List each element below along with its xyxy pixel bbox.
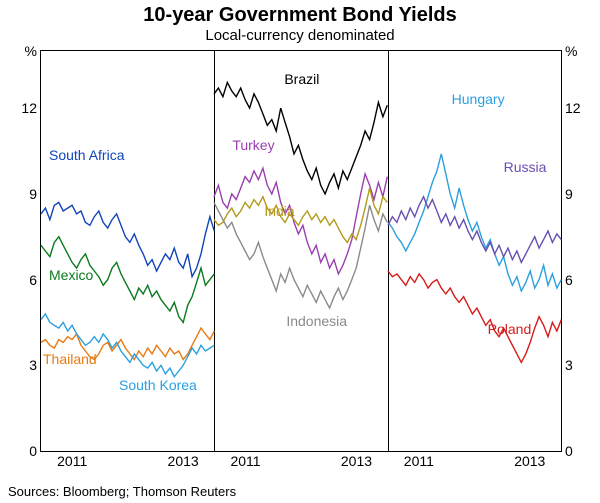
ytick-right: 6 <box>561 272 573 288</box>
xtick: 2013 <box>514 451 545 469</box>
panel: 20112013HungaryRussiaPoland <box>388 51 561 451</box>
series-label: Russia <box>504 159 547 175</box>
series-indonesia <box>214 202 387 308</box>
plot-area: 003366991212%%20112013South AfricaMexico… <box>40 50 562 452</box>
series-south-africa <box>41 202 214 276</box>
bond-yields-chart: { "title": "10-year Government Bond Yiel… <box>0 0 600 503</box>
series-poland <box>388 271 561 362</box>
series-south-korea <box>41 314 214 377</box>
ytick-left: 3 <box>29 357 41 373</box>
series-russia <box>388 197 561 263</box>
series-label: Indonesia <box>286 313 347 329</box>
series-label: Thailand <box>43 351 97 367</box>
ytick-left: 6 <box>29 272 41 288</box>
panel: 20112013BrazilTurkeyIndiaIndonesia <box>214 51 388 451</box>
series-label: Mexico <box>49 267 93 283</box>
series-svg <box>214 51 387 451</box>
series-india <box>214 188 387 242</box>
series-label: Poland <box>488 321 532 337</box>
series-label: Hungary <box>452 91 505 107</box>
series-label: South Africa <box>49 147 125 163</box>
xtick: 2011 <box>230 451 260 469</box>
chart-title: 10-year Government Bond Yields <box>0 0 600 27</box>
series-label: Brazil <box>284 71 319 87</box>
ytick-right: 0 <box>561 443 573 459</box>
xtick: 2013 <box>341 451 372 469</box>
series-label: Turkey <box>232 137 274 153</box>
xtick: 2013 <box>168 451 199 469</box>
panel: 20112013South AfricaMexicoThailandSouth … <box>41 51 215 451</box>
ytick-left: 0 <box>29 443 41 459</box>
yunit-right: % <box>561 43 577 59</box>
ytick-left: 9 <box>29 186 41 202</box>
ytick-right: 9 <box>561 186 573 202</box>
xtick: 2011 <box>404 451 434 469</box>
xtick: 2011 <box>57 451 87 469</box>
ytick-right: 3 <box>561 357 573 373</box>
series-label: India <box>264 203 294 219</box>
ytick-right: 12 <box>561 100 581 116</box>
yunit-left: % <box>25 43 41 59</box>
series-label: South Korea <box>119 377 197 393</box>
series-svg <box>388 51 561 451</box>
sources-text: Sources: Bloomberg; Thomson Reuters <box>8 484 236 499</box>
ytick-left: 12 <box>21 100 41 116</box>
chart-subtitle: Local-currency denominated <box>0 27 600 46</box>
